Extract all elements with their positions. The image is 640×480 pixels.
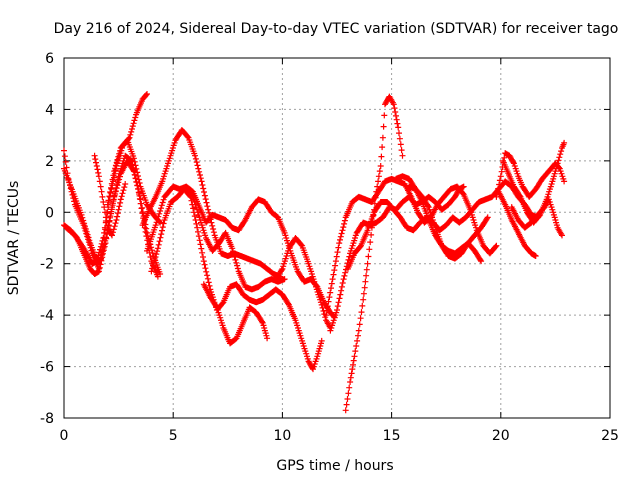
x-tick-label: 5 (169, 428, 178, 444)
x-tick-label: 10 (273, 428, 291, 444)
plot-frame (63, 57, 611, 419)
y-tick-label: 0 (45, 205, 54, 221)
chart-title: Day 216 of 2024, Sidereal Day-to-day VTE… (54, 21, 619, 37)
y-tick-label: -2 (40, 257, 54, 273)
y-tick-label: 4 (45, 102, 54, 118)
grid-lines (64, 58, 610, 418)
x-axis-label: GPS time / hours (276, 458, 393, 474)
x-tick-label: 0 (60, 428, 69, 444)
x-tick-label: 20 (492, 428, 510, 444)
y-tick-label: 6 (45, 51, 54, 67)
data-point-markers (61, 91, 568, 414)
x-tick-label: 15 (383, 428, 401, 444)
data-points (61, 91, 568, 414)
axis-ticks: 0 5 10 15 20 25 -8 -6 -4 -2 0 2 4 6 (40, 51, 619, 444)
y-tick-label: -8 (40, 411, 54, 427)
x-tick-label: 25 (601, 428, 619, 444)
y-tick-label: 2 (45, 154, 54, 170)
y-axis-label: SDTVAR / TECUs (6, 181, 22, 296)
y-tick-label: -4 (40, 308, 54, 324)
y-tick-label: -6 (40, 360, 54, 376)
